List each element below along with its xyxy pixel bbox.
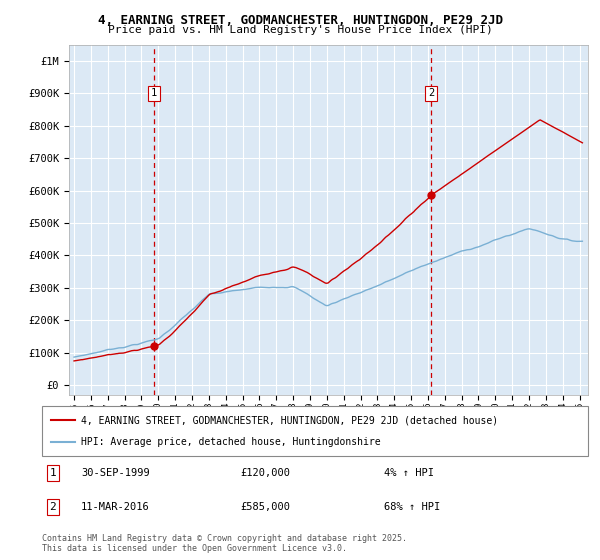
Text: 2: 2 (49, 502, 56, 512)
Text: 4, EARNING STREET, GODMANCHESTER, HUNTINGDON, PE29 2JD: 4, EARNING STREET, GODMANCHESTER, HUNTIN… (97, 14, 503, 27)
Text: 68% ↑ HPI: 68% ↑ HPI (384, 502, 440, 512)
Text: £585,000: £585,000 (240, 502, 290, 512)
Text: 4% ↑ HPI: 4% ↑ HPI (384, 468, 434, 478)
Text: 2: 2 (428, 88, 434, 99)
Text: £120,000: £120,000 (240, 468, 290, 478)
Text: 4, EARNING STREET, GODMANCHESTER, HUNTINGDON, PE29 2JD (detached house): 4, EARNING STREET, GODMANCHESTER, HUNTIN… (81, 415, 498, 425)
Text: 1: 1 (151, 88, 157, 99)
Text: 30-SEP-1999: 30-SEP-1999 (81, 468, 150, 478)
Text: 1: 1 (49, 468, 56, 478)
Text: HPI: Average price, detached house, Huntingdonshire: HPI: Average price, detached house, Hunt… (81, 437, 380, 447)
Text: Contains HM Land Registry data © Crown copyright and database right 2025.
This d: Contains HM Land Registry data © Crown c… (42, 534, 407, 553)
Text: Price paid vs. HM Land Registry's House Price Index (HPI): Price paid vs. HM Land Registry's House … (107, 25, 493, 35)
Text: 11-MAR-2016: 11-MAR-2016 (81, 502, 150, 512)
